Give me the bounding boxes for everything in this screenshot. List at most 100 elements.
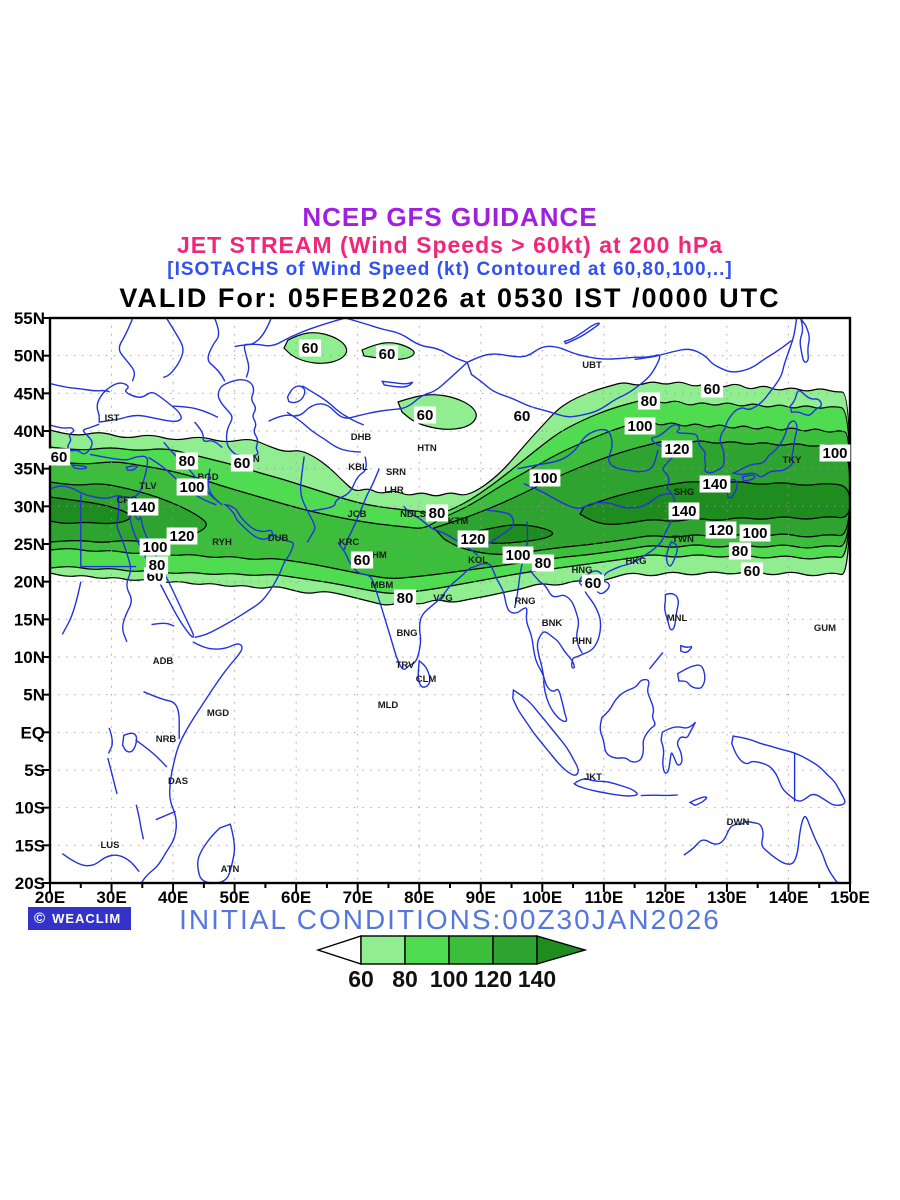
contour-label: 100	[505, 547, 530, 564]
contour-label: 60	[704, 381, 721, 398]
station-label: DWN	[727, 817, 750, 828]
contour-label: 100	[179, 479, 204, 496]
station-label: RYH	[212, 537, 232, 548]
legend-values: 60 80 100 120 140	[348, 966, 556, 992]
station-label: TWN	[672, 534, 694, 545]
y-axis-label: EQ	[20, 723, 45, 742]
y-axis-label: 35N	[14, 460, 45, 479]
y-axis-label: 30N	[14, 497, 45, 516]
weaclim-logo-badge: © WEACLIM	[28, 907, 132, 930]
x-axis-label: 130E	[707, 888, 747, 907]
contour-label: 100	[822, 445, 847, 462]
contour-label: 60	[302, 340, 319, 357]
copyright-icon: ©	[34, 910, 47, 927]
station-label: TRV	[396, 660, 415, 671]
x-axis-label: 40E	[158, 888, 188, 907]
station-label: UBT	[582, 360, 602, 371]
y-axis-label: 10N	[14, 648, 45, 667]
station-label: HKG	[625, 556, 646, 567]
y-axis-label: 5N	[23, 686, 45, 705]
initial-conditions-text: INITIAL CONDITIONS:00Z30JAN2026	[179, 904, 721, 935]
station-label: AHM	[365, 550, 387, 561]
x-axis-label: 70E	[343, 888, 373, 907]
x-axis-label: 60E	[281, 888, 311, 907]
x-axis-label: 80E	[404, 888, 434, 907]
contour-label: 140	[702, 476, 727, 493]
y-axis-label: 20N	[14, 573, 45, 592]
station-label: MGD	[207, 708, 229, 719]
y-axis-label: 10S	[15, 799, 45, 818]
contour-label: 140	[130, 499, 155, 516]
contour-label: 120	[169, 528, 194, 545]
x-axis-label: 100E	[522, 888, 562, 907]
station-label: MBM	[371, 580, 394, 591]
y-axis-label: 50N	[14, 347, 45, 366]
legend-box	[404, 935, 450, 965]
x-axis-label: 120E	[646, 888, 686, 907]
legend-box	[360, 935, 406, 965]
station-label: CLM	[416, 674, 437, 685]
contour-label: 60	[744, 563, 761, 580]
station-label: ATN	[221, 864, 240, 875]
station-label: DAS	[168, 776, 188, 787]
station-label: KTM	[448, 516, 469, 527]
isotach-band	[467, 524, 554, 544]
station-label: SHG	[674, 487, 695, 498]
station-label: RNG	[514, 596, 535, 607]
logo-text: WEACLIM	[52, 911, 122, 926]
station-label: IST	[105, 413, 120, 424]
station-label: SRN	[386, 467, 406, 478]
legend-right-arrow	[536, 935, 588, 965]
station-label: HTN	[417, 443, 437, 454]
y-axis-label: 5S	[24, 761, 45, 780]
station-label: NDLS	[400, 509, 426, 520]
station-label: GUM	[814, 623, 836, 634]
y-axis-label: 40N	[14, 422, 45, 441]
station-label: VZG	[433, 593, 453, 604]
subtitle-isotachs: [ISOTACHS of Wind Speed (kt) Contoured a…	[167, 259, 733, 280]
legend-value: 80	[392, 966, 418, 992]
station-label: JKT	[584, 772, 602, 783]
legend-box	[448, 935, 494, 965]
contour-label: 100	[627, 418, 652, 435]
contour-label: 60	[354, 552, 371, 569]
station-label: LUS	[101, 840, 120, 851]
isotach-band	[397, 394, 477, 430]
station-label: TLV	[139, 481, 157, 492]
station-label: MLD	[378, 700, 399, 711]
contour-label: 60	[514, 408, 531, 425]
contour-label: 120	[664, 441, 689, 458]
station-label: LHR	[384, 485, 404, 496]
contour-label: 120	[708, 522, 733, 539]
contour-label: 60	[51, 449, 68, 466]
isotach-bands	[50, 332, 850, 606]
x-axis-label: 30E	[96, 888, 126, 907]
legend-colorbar	[315, 935, 588, 965]
station-label: JCB	[347, 509, 366, 520]
x-axis-label: 20E	[35, 888, 65, 907]
valid-time-line: VALID For: 05FEB2026 at 0530 IST /0000 U…	[119, 283, 781, 313]
legend-value: 100	[430, 966, 468, 992]
contour-label: 120	[460, 531, 485, 548]
station-label: HNG	[571, 565, 592, 576]
x-axis-label: 50E	[219, 888, 249, 907]
x-axis-label: 90E	[466, 888, 496, 907]
contour-label: 100	[742, 525, 767, 542]
y-axis-labels: 55N 50N 45N 40N 35N 30N 25N 20N 15N 10N 5N EQ 5S 10S 1…	[14, 309, 45, 893]
station-labels: ISTTHNBGDTLVCRORYHDUBDHBHTNKBLSRNLHRJCBN…	[101, 360, 837, 875]
station-label: DUB	[268, 533, 289, 544]
contour-label: 80	[732, 543, 749, 560]
contour-label: 100	[532, 470, 557, 487]
x-axis-label: 150E	[830, 888, 870, 907]
contour-label: 60	[417, 407, 434, 424]
station-label: PHN	[572, 636, 592, 647]
station-label: ADB	[153, 656, 174, 667]
station-label: DHB	[351, 432, 372, 443]
station-label: NRB	[156, 734, 177, 745]
station-label: BGD	[197, 472, 218, 483]
contour-label: 100	[142, 539, 167, 556]
x-axis-label: 140E	[769, 888, 809, 907]
y-axis-label: 55N	[14, 309, 45, 328]
